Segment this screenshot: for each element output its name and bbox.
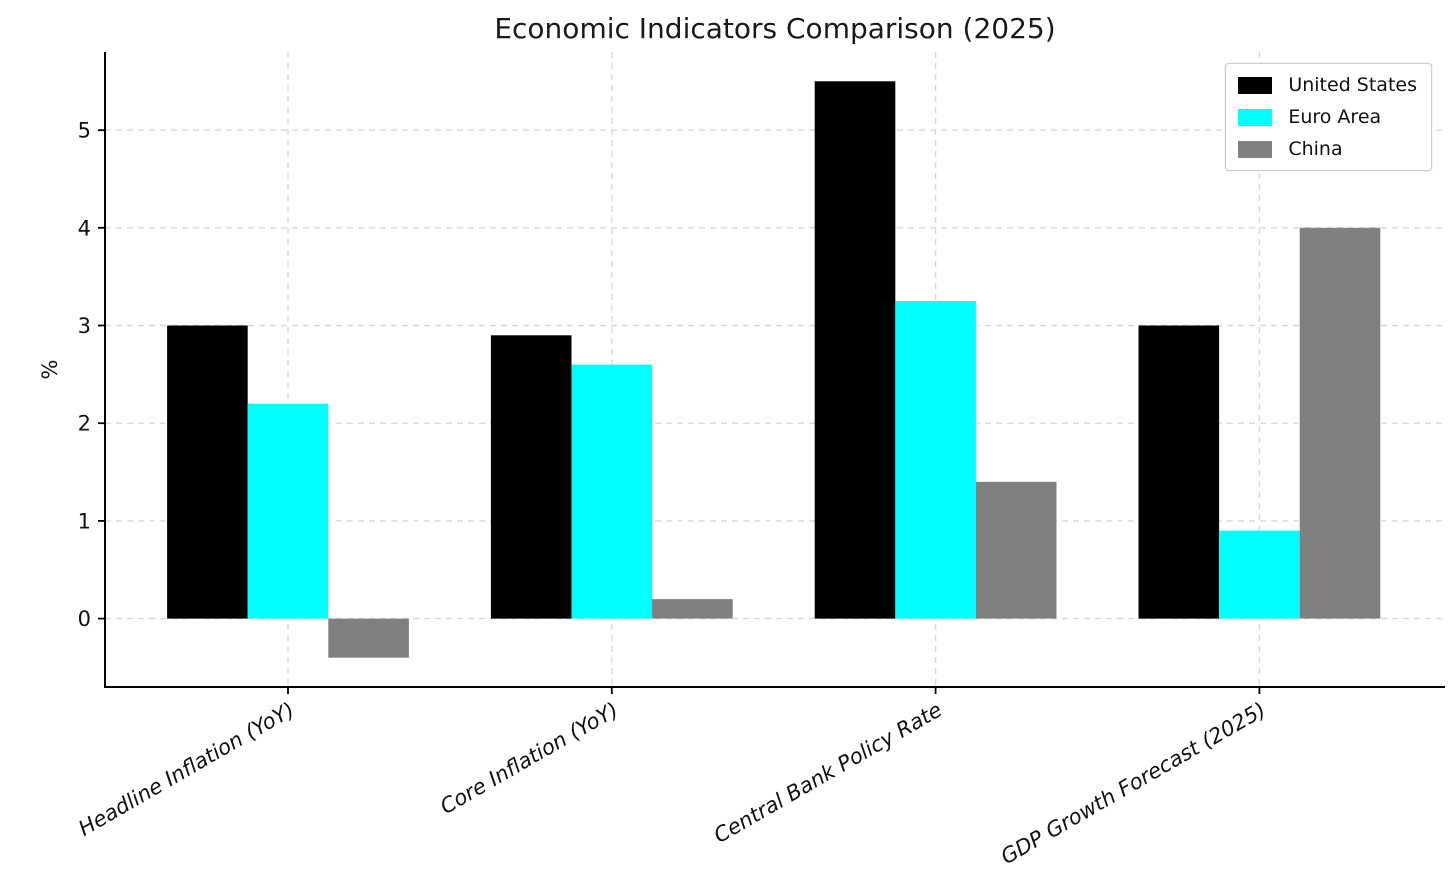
legend-swatch-china <box>1238 140 1273 158</box>
bar-s2-c0 <box>328 618 409 658</box>
bar-s2-c3 <box>1299 227 1381 619</box>
x-tick-label: Core Inflation (YoY) <box>436 698 622 819</box>
y-tick-label: 0 <box>78 607 91 631</box>
legend-swatch-euro-area <box>1238 108 1273 126</box>
bar-s1-c1 <box>571 364 653 619</box>
x-tick-label: GDP Growth Forecast (2025) <box>997 698 1270 870</box>
bar-s0-c0 <box>167 325 248 619</box>
x-tick-label: Central Bank Policy Rate <box>710 698 946 848</box>
bar-s0-c2 <box>814 81 896 619</box>
x-tick-label: Headline Inflation (YoY) <box>74 698 298 841</box>
legend: United States Euro Area China <box>1225 63 1432 171</box>
legend-label-china: China <box>1288 138 1343 160</box>
y-tick-label: 4 <box>78 216 91 240</box>
y-tick-label: 3 <box>78 314 91 338</box>
bar-s2-c1 <box>652 599 733 619</box>
legend-label-euro-area: Euro Area <box>1288 106 1382 128</box>
legend-label-united-states: United States <box>1288 74 1417 96</box>
y-tick-label: 1 <box>78 509 91 533</box>
y-tick-label: 2 <box>78 412 91 436</box>
legend-item-euro-area: Euro Area <box>1238 106 1417 128</box>
bar-s1-c2 <box>895 301 976 619</box>
legend-swatch-united-states <box>1238 76 1273 94</box>
legend-item-china: China <box>1238 138 1417 160</box>
bar-s0-c3 <box>1138 325 1220 619</box>
bar-s1-c3 <box>1219 530 1300 619</box>
chart-title: Economic Indicators Comparison (2025) <box>494 12 1056 45</box>
y-tick-label: 5 <box>78 119 91 143</box>
bar-s0-c1 <box>490 335 572 619</box>
bar-s2-c2 <box>975 481 1057 619</box>
bar-s1-c0 <box>247 403 329 619</box>
legend-item-united-states: United States <box>1238 74 1417 96</box>
y-axis-label: % <box>38 360 62 380</box>
